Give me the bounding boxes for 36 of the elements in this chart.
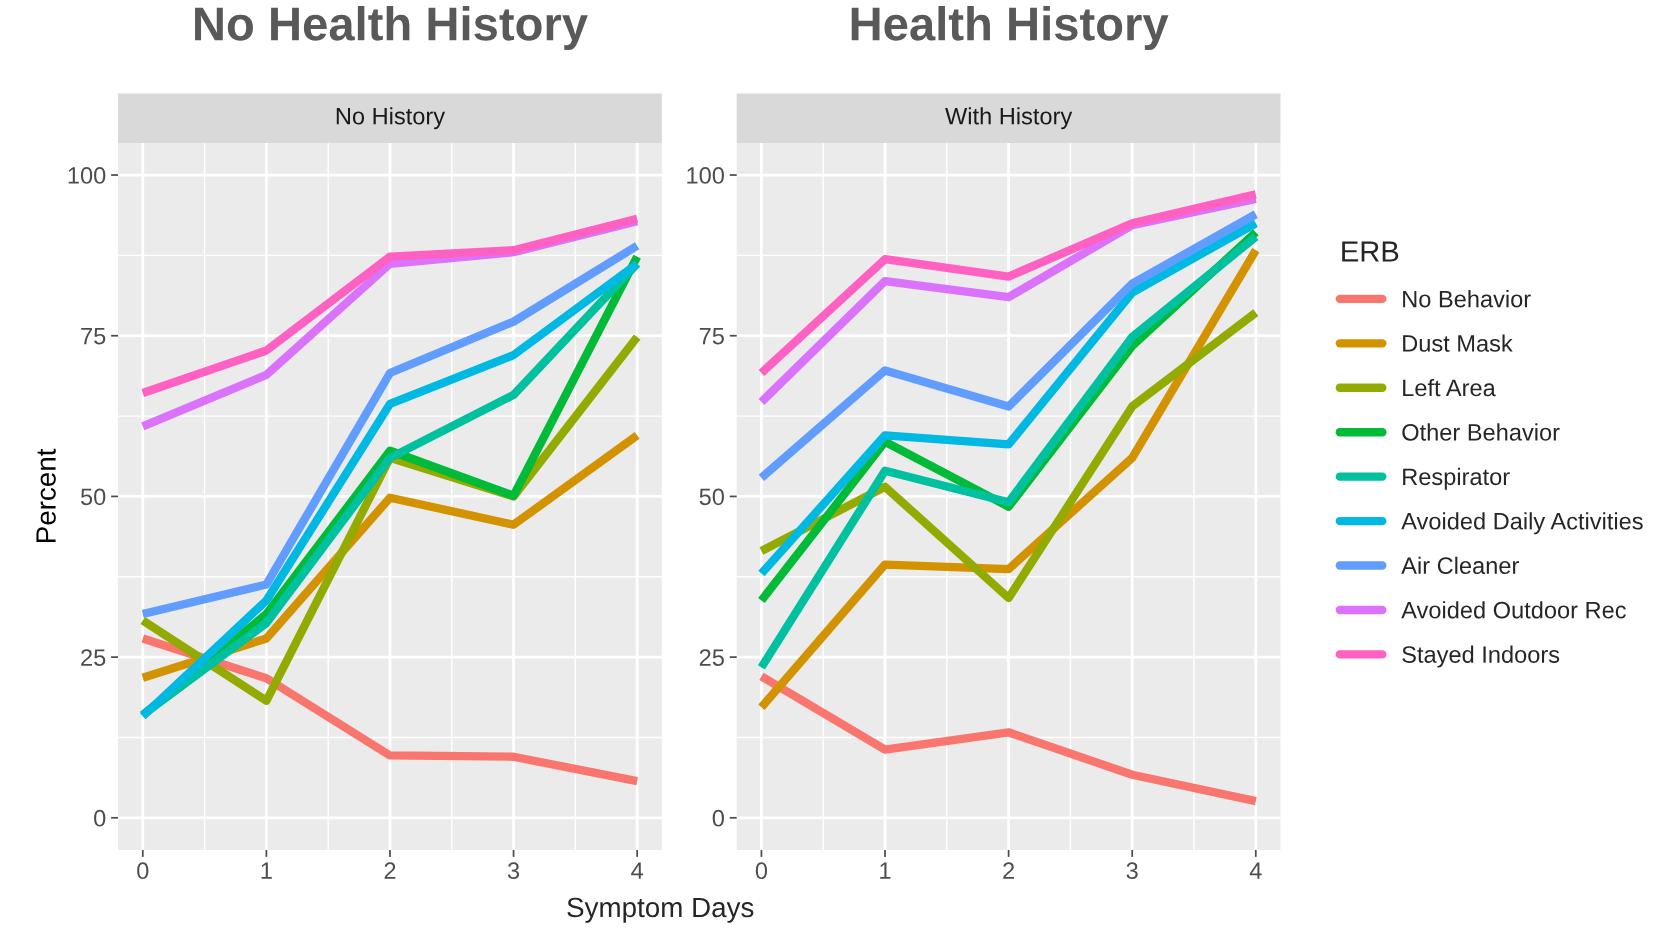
y-tick-label: 0 (712, 809, 724, 827)
legend-label: Stayed Indoors (1402, 645, 1560, 668)
legend-label: Other Behavior (1402, 423, 1560, 441)
chart-title: Health History (851, 6, 1169, 51)
y-tick-label: 75 (699, 328, 724, 345)
legend-label: Respirator (1403, 467, 1510, 490)
x-tick-label: 1 (261, 862, 272, 879)
legend-label: Left Area (1403, 378, 1496, 397)
chart-subtitle: With History (945, 107, 1073, 130)
x-tick-label: 0 (137, 862, 149, 880)
legend-label: Air Cleaner (1401, 556, 1519, 575)
y-tick-label: 0 (94, 809, 106, 827)
y-tick-label: 50 (80, 488, 106, 506)
legend-title: ERB (1342, 241, 1399, 262)
y-tick-label: 100 (68, 167, 106, 184)
y-tick-label: 50 (699, 488, 724, 506)
y-tick-label: 75 (81, 328, 106, 345)
x-axis-title: Symptom Days (567, 897, 754, 923)
legend-label: No Behavior (1403, 290, 1531, 308)
y-tick-label: 25 (81, 649, 106, 666)
x-tick-label: 2 (384, 862, 396, 879)
x-tick-label: 1 (880, 862, 891, 879)
y-axis-title: Percent (36, 448, 56, 542)
legend-label: Avoided Daily Activities (1401, 512, 1643, 535)
y-tick-label: 100 (687, 167, 724, 184)
x-tick-label: 4 (631, 862, 644, 879)
x-tick-label: 4 (1249, 862, 1262, 879)
chart-subtitle: No History (336, 107, 446, 130)
legend-label: Dust Mask (1403, 334, 1513, 352)
x-tick-label: 3 (507, 862, 520, 880)
x-tick-label: 3 (1126, 862, 1138, 880)
x-tick-label: 0 (755, 862, 768, 880)
x-tick-label: 2 (1003, 862, 1014, 879)
y-tick-label: 25 (699, 649, 724, 666)
legend-label: Avoided Outdoor Rec (1401, 601, 1626, 619)
chart-title: No Health History (195, 6, 588, 51)
